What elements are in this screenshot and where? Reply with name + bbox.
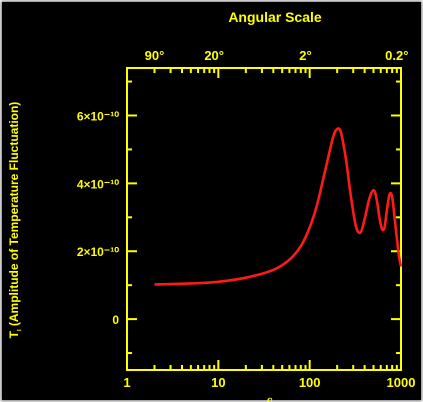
x-tick-label: 1000 — [387, 375, 416, 390]
tick-marks — [126, 68, 402, 370]
x-tick-label: 1 — [123, 375, 130, 390]
top-tick-label: 0.2° — [385, 48, 408, 63]
y-tick-label: 2×10⁻¹⁰ — [77, 245, 119, 259]
plot-frame — [126, 67, 402, 371]
top-tick-label: 20° — [204, 48, 224, 63]
y-tick-label: 4×10⁻¹⁰ — [77, 177, 119, 191]
x-tick-label: 100 — [299, 375, 321, 390]
chart-title: Angular Scale — [228, 9, 322, 25]
y-axis-label-sub: ₗ — [13, 329, 23, 331]
y-axis-label: Tₗ (Amplitude of Temperature Fluctuation… — [7, 102, 23, 339]
y-axis-label-rest: (Amplitude of Temperature Fluctuation) — [7, 102, 21, 330]
y-tick-label: 0 — [112, 313, 119, 327]
x-axis-label: ℓ — [264, 394, 273, 402]
tick-labels: 1 10 100 1000 90° 20° 2° 0.2° 0 2×10⁻¹⁰ 4×10⁻¹⁰ 6×1… — [77, 48, 416, 390]
top-tick-label: 2° — [299, 48, 311, 63]
top-tick-label: 90° — [145, 48, 165, 63]
curve-layer — [154, 127, 403, 286]
y-axis-label-main: T — [7, 330, 21, 338]
axes-frame — [126, 67, 402, 371]
y-tick-label: 6×10⁻¹⁰ — [77, 110, 119, 124]
x-tick-label: 10 — [211, 375, 225, 390]
power-spectrum-curve — [154, 127, 403, 286]
